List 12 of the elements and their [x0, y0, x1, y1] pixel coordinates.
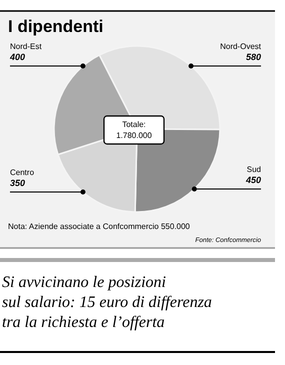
data-label: 450: [244, 175, 261, 185]
slice-label: Centro: [10, 168, 35, 177]
slice-label: Nord-Ovest: [220, 42, 262, 51]
text: Si avvicinano le posizioni sul salario: 15 euro di differenza tra la richiesta e l’offerta: [2, 274, 212, 331]
text: Totale: 1.780.000: [116, 120, 152, 140]
data-label: 350: [10, 178, 26, 188]
text: Nota: Aziende associate a Confcommercio 550.000: [8, 222, 190, 231]
data-label: 400: [9, 52, 26, 62]
slice-label: Sud: [246, 165, 261, 174]
chart-title: I dipendenti: [8, 17, 104, 36]
slice-label: Nord-Est: [10, 42, 42, 51]
data-label: 580: [246, 52, 261, 62]
